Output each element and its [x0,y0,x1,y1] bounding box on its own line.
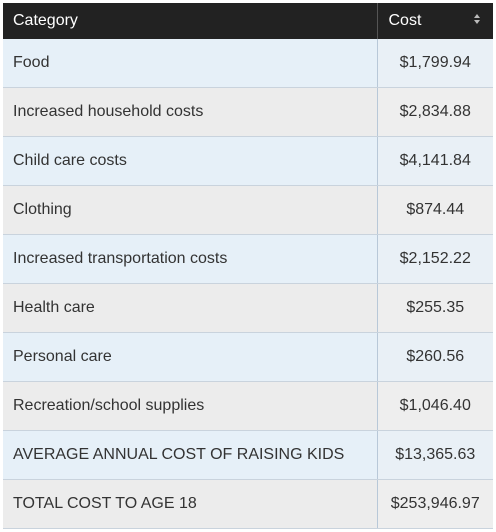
cost-cell: $874.44 [377,185,493,235]
cost-cell: $253,946.97 [377,479,493,529]
table-row: Child care costs $4,141.84 [3,136,493,186]
table-body: Food $1,799.94 Increased household costs… [3,39,493,529]
cost-cell: $2,152.22 [377,234,493,284]
sort-descending-arrow-icon [474,20,480,24]
category-cell: AVERAGE ANNUAL COST OF RAISING KIDS [3,430,378,480]
category-cell: Health care [3,283,378,333]
total-row: TOTAL COST TO AGE 18 $253,946.97 [3,479,493,529]
category-cell: Increased transportation costs [3,234,378,284]
table-header: Category Cost [3,3,493,39]
cost-cell: $4,141.84 [377,136,493,186]
cost-table-container: Category Cost Food $1,799.94 Increased h… [3,3,493,529]
average-row: AVERAGE ANNUAL COST OF RAISING KIDS $13,… [3,430,493,480]
table-row: Increased transportation costs $2,152.22 [3,234,493,284]
cost-cell: $1,046.40 [377,381,493,431]
cost-cell: $255.35 [377,283,493,333]
column-header-cost-label: Cost [388,12,422,29]
sort-updown-icon[interactable] [473,12,481,30]
category-cell: TOTAL COST TO AGE 18 [3,479,378,529]
table-row: Food $1,799.94 [3,39,493,88]
cost-cell: $1,799.94 [377,39,493,88]
category-cell: Recreation/school supplies [3,381,378,431]
header-row: Category Cost [3,3,493,39]
cost-cell: $260.56 [377,332,493,382]
column-header-category[interactable]: Category [3,3,378,39]
table-row: Recreation/school supplies $1,046.40 [3,381,493,431]
column-header-category-label: Category [13,12,78,29]
sort-ascending-arrow-icon [474,14,480,18]
category-cell: Food [3,39,378,88]
column-header-cost[interactable]: Cost [377,3,493,39]
category-cell: Clothing [3,185,378,235]
cost-cell: $13,365.63 [377,430,493,480]
category-cell: Child care costs [3,136,378,186]
table-row: Personal care $260.56 [3,332,493,382]
table-row: Increased household costs $2,834.88 [3,87,493,137]
table-row: Clothing $874.44 [3,185,493,235]
cost-cell: $2,834.88 [377,87,493,137]
cost-table: Category Cost Food $1,799.94 Increased h… [3,3,493,529]
table-row: Health care $255.35 [3,283,493,333]
category-cell: Increased household costs [3,87,378,137]
category-cell: Personal care [3,332,378,382]
